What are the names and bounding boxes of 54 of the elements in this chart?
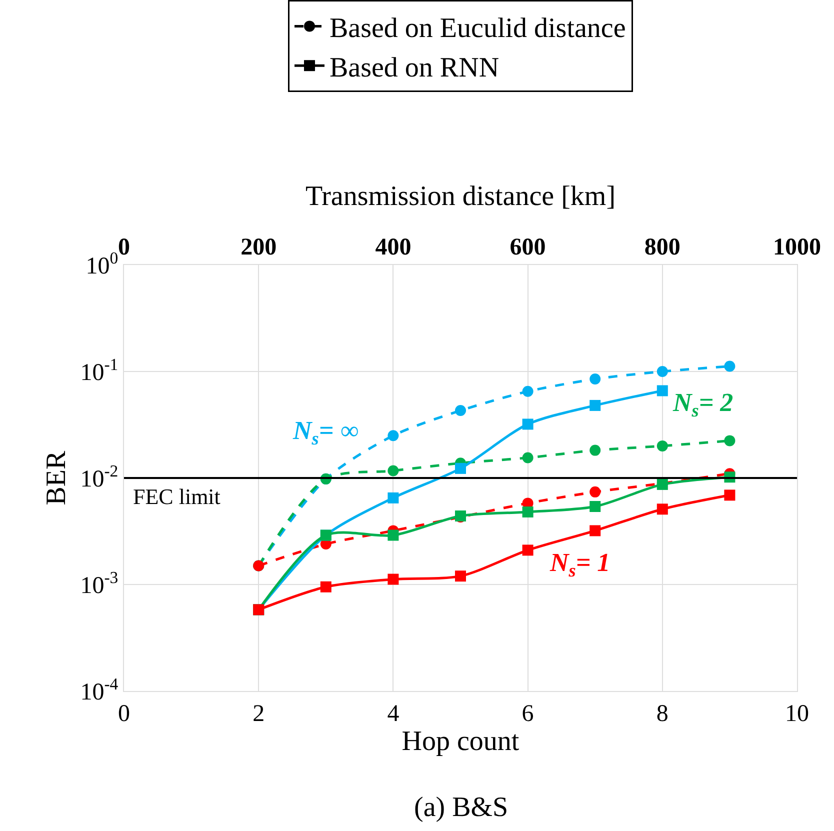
point: [656, 385, 668, 396]
legend-label: Based on RNN: [330, 52, 500, 84]
x-tick-label: 10: [785, 700, 809, 727]
point: [388, 465, 399, 476]
x-tick-label: 0: [118, 700, 130, 727]
point: [320, 581, 332, 592]
y-tick-label: 10$^{-3}$: [80, 568, 118, 599]
x-tick-label: 8: [656, 700, 668, 727]
point: [590, 444, 601, 456]
text: (a) B&S: [414, 792, 508, 823]
legend-label: Based on Euculid distance: [330, 13, 626, 44]
x2-tick-label: 400: [375, 234, 412, 260]
point: [455, 570, 466, 582]
point: [590, 501, 601, 512]
point: [522, 386, 534, 397]
point: [590, 486, 601, 498]
annotation: N$_{s}$= 1: [549, 548, 610, 580]
point: [522, 452, 534, 464]
point: [656, 366, 668, 377]
point: [724, 435, 736, 446]
ref-line-label: FEC limit: [133, 484, 220, 509]
point: [656, 440, 668, 452]
y-tick-label: 10$^{0}$: [86, 248, 118, 280]
point: [656, 504, 668, 515]
point: [455, 405, 466, 416]
x2-tick-label: 1000: [773, 234, 821, 260]
x-tick-label: 6: [522, 700, 534, 727]
x-tick-label: 4: [387, 700, 400, 727]
annotation: N$_{s}$= 2: [672, 388, 734, 420]
x2-tick-label: 600: [510, 234, 546, 260]
point: [590, 374, 601, 385]
x-axis-title: Hop count: [402, 726, 520, 757]
x2-tick-label: 0: [118, 234, 130, 260]
point: [590, 400, 601, 411]
y-axis-title: BER: [40, 450, 72, 506]
x2-tick-label: 800: [644, 234, 680, 260]
point: [590, 525, 601, 536]
point: [522, 506, 534, 518]
y-tick-label: 10$^{-4}$: [80, 674, 119, 706]
point: [388, 574, 399, 585]
point: [522, 544, 534, 556]
point: [388, 530, 399, 541]
point: [522, 418, 534, 430]
point: [388, 430, 399, 442]
x-tick-label: 2: [252, 700, 265, 727]
y-tick-label: 10$^{-2}$: [80, 461, 118, 492]
point: [724, 490, 736, 501]
x2-tick-label: 200: [240, 234, 277, 260]
annotation: N$_{s}$= ∞: [292, 416, 359, 448]
y-tick-label: 10$^{-1}$: [80, 354, 118, 386]
x2-axis-title: Transmission distance [km]: [305, 181, 616, 212]
point: [455, 462, 466, 474]
point: [724, 360, 736, 372]
point: [388, 492, 399, 504]
